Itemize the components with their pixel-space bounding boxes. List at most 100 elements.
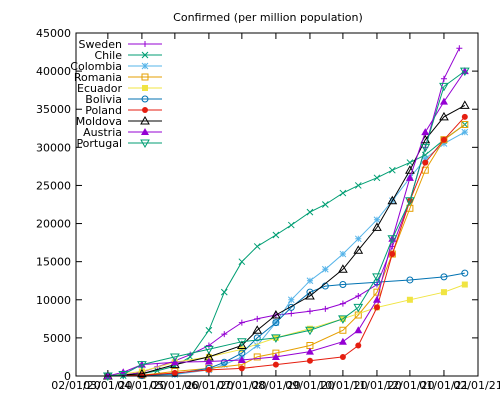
series-line <box>107 70 466 377</box>
x-tick-label: 01/01/21 <box>419 379 468 392</box>
series-line <box>107 116 466 377</box>
data-point <box>459 100 470 109</box>
legend-marker <box>140 115 150 125</box>
data-point <box>271 334 281 343</box>
data-point <box>353 245 364 254</box>
data-point <box>137 368 147 378</box>
data-point <box>238 346 245 353</box>
data-point <box>440 136 447 143</box>
series-line <box>107 124 466 377</box>
data-point <box>252 325 263 334</box>
y-tick-label: 35000 <box>36 103 71 116</box>
data-point <box>272 319 280 327</box>
legend: SwedenChileColombiaRomaniaEcuadorBolivia… <box>70 38 162 150</box>
data-point <box>169 353 180 362</box>
legend-marker <box>142 85 148 91</box>
data-point <box>405 197 415 206</box>
y-tick-label: 40000 <box>36 65 71 78</box>
data-point <box>461 281 468 288</box>
data-point <box>221 331 228 338</box>
data-point <box>306 325 313 332</box>
data-point <box>372 222 382 231</box>
data-point <box>236 340 247 350</box>
data-point <box>440 289 447 296</box>
data-point <box>338 264 348 273</box>
data-point <box>338 337 347 345</box>
data-point <box>439 111 449 121</box>
data-point <box>238 319 245 326</box>
data-point <box>220 358 228 366</box>
data-point <box>271 352 280 360</box>
legend-label: Ecuador <box>77 82 122 95</box>
data-point <box>238 258 246 266</box>
data-point <box>305 326 315 336</box>
x-tick-label: 11/01/20 <box>352 379 401 392</box>
data-point <box>440 140 448 147</box>
data-point <box>421 128 430 136</box>
data-point <box>138 368 145 375</box>
legend-label: Austria <box>83 126 122 139</box>
data-point <box>339 326 347 334</box>
data-point <box>306 308 313 315</box>
y-tick-label: 15000 <box>36 256 71 269</box>
data-point <box>204 357 213 365</box>
data-point <box>355 342 362 349</box>
data-point <box>220 288 228 296</box>
x-tick-label: 10/01/20 <box>318 379 367 392</box>
legend-label: Chile <box>94 49 122 62</box>
data-point <box>253 243 261 250</box>
x-axis: 02/01/2003/01/2004/01/2005/01/2006/01/20… <box>51 33 500 392</box>
data-point <box>456 45 463 52</box>
data-point <box>287 221 295 229</box>
y-tick-label: 45000 <box>36 27 71 40</box>
series-romania <box>104 120 469 380</box>
series-austria <box>103 67 469 379</box>
legend-label: Portugal <box>76 137 122 150</box>
x-tick-label: 12/01/20 <box>385 379 434 392</box>
data-point <box>272 361 279 368</box>
x-tick-label: 03/01/20 <box>83 379 132 392</box>
data-point <box>405 173 414 181</box>
data-point <box>339 189 347 197</box>
data-point <box>322 305 329 312</box>
data-point <box>406 296 413 303</box>
series-bolivia <box>104 269 469 380</box>
data-point <box>288 310 295 317</box>
data-point <box>305 290 315 300</box>
x-tick-label: 04/01/20 <box>117 379 166 392</box>
data-point <box>461 113 468 120</box>
legend-label: Moldova <box>76 115 122 128</box>
legend-marker <box>140 139 150 149</box>
series-line <box>107 124 466 377</box>
data-point <box>406 159 414 166</box>
data-point <box>306 357 313 364</box>
data-point <box>339 250 347 258</box>
data-point <box>354 235 362 243</box>
data-point <box>137 361 147 370</box>
legend-marker <box>141 73 149 81</box>
data-point <box>236 338 247 347</box>
data-point <box>373 304 380 311</box>
data-point <box>253 334 261 342</box>
data-point <box>306 208 314 216</box>
data-point <box>253 342 261 349</box>
y-tick-label: 0 <box>64 370 71 383</box>
legend-marker <box>141 62 149 70</box>
legend-marker <box>141 95 149 103</box>
legend-label: Poland <box>85 104 122 117</box>
x-tick-label: 06/01/20 <box>184 379 233 392</box>
data-point <box>422 159 429 166</box>
y-tick-label: 20000 <box>36 218 71 231</box>
y-tick-label: 25000 <box>36 179 71 192</box>
series-poland <box>104 113 468 379</box>
data-point <box>373 174 381 182</box>
series-ecuador <box>104 281 468 379</box>
data-point <box>388 166 396 174</box>
data-point <box>272 231 280 239</box>
data-point <box>321 265 329 273</box>
data-point <box>254 315 261 322</box>
series-chile <box>104 121 469 380</box>
data-point <box>372 295 381 303</box>
data-point <box>339 353 346 360</box>
